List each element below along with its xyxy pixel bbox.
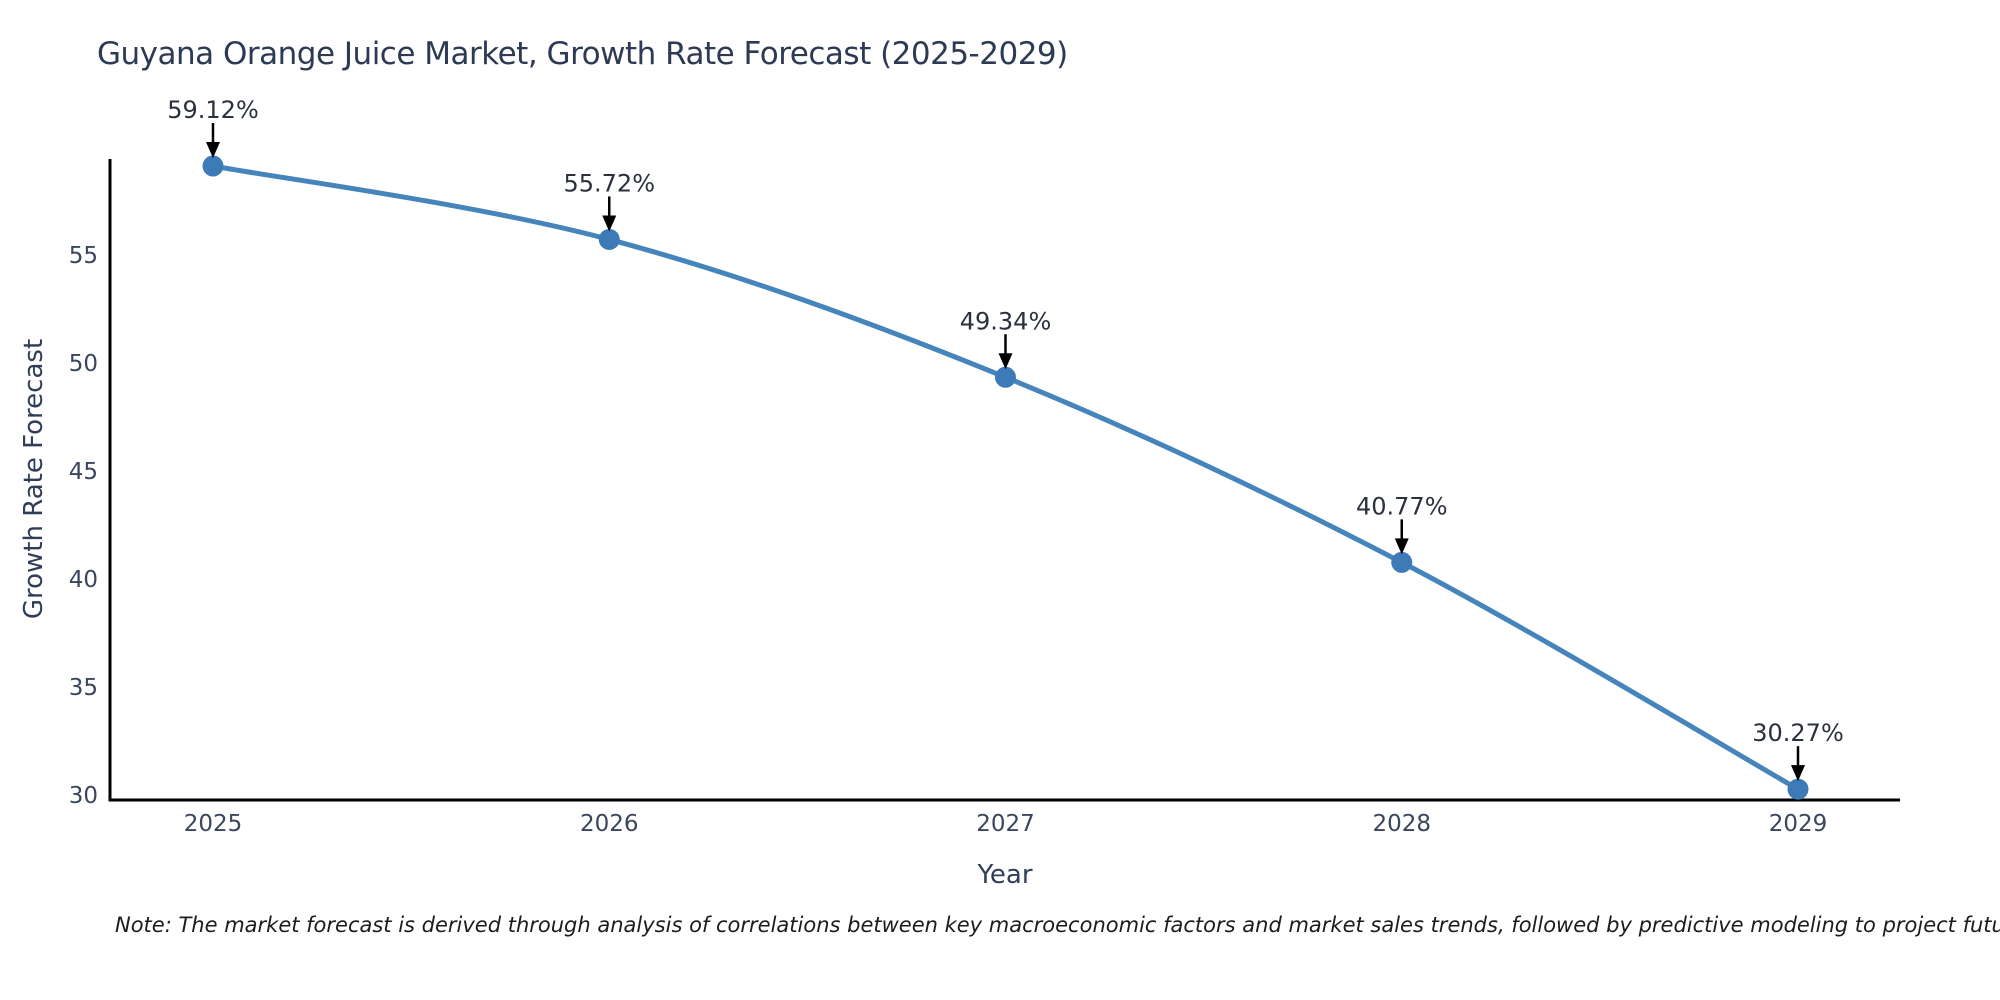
data-point-label: 59.12% [167, 96, 259, 124]
annotation-arrowhead [1791, 765, 1805, 782]
annotation-arrowhead [998, 353, 1013, 370]
data-point-marker [1787, 778, 1809, 800]
annotation-arrowhead [602, 215, 617, 232]
data-point-label: 55.72% [563, 169, 655, 197]
y-tick-label: 30 [69, 783, 98, 809]
data-point-label: 40.77% [1356, 492, 1448, 520]
data-point-label: 49.34% [960, 307, 1052, 335]
y-tick-label: 35 [69, 675, 98, 701]
chart-title: Guyana Orange Juice Market, Growth Rate … [97, 36, 1068, 72]
x-tick-label: 2027 [976, 811, 1035, 837]
annotation-arrowhead [206, 142, 220, 159]
x-tick-label: 2029 [1769, 811, 1828, 837]
data-point-marker [995, 366, 1016, 388]
x-axis-title: Year [977, 860, 1033, 890]
y-tick-label: 50 [69, 351, 98, 377]
data-point-marker [598, 228, 620, 250]
trend-line [212, 163, 1800, 792]
y-tick-label: 55 [69, 243, 98, 269]
data-point-marker [202, 155, 224, 177]
footnote: Note: The market forecast is derived thr… [115, 913, 2000, 937]
data-point-label: 30.27% [1752, 719, 1844, 747]
annotation-arrowhead [1394, 538, 1409, 555]
data-point-marker [1391, 551, 1413, 573]
x-tick-label: 2026 [580, 811, 639, 837]
x-tick-label: 2028 [1372, 811, 1431, 837]
x-tick-label: 2025 [184, 811, 243, 837]
y-tick-label: 40 [69, 567, 98, 593]
y-tick-label: 45 [69, 459, 98, 485]
